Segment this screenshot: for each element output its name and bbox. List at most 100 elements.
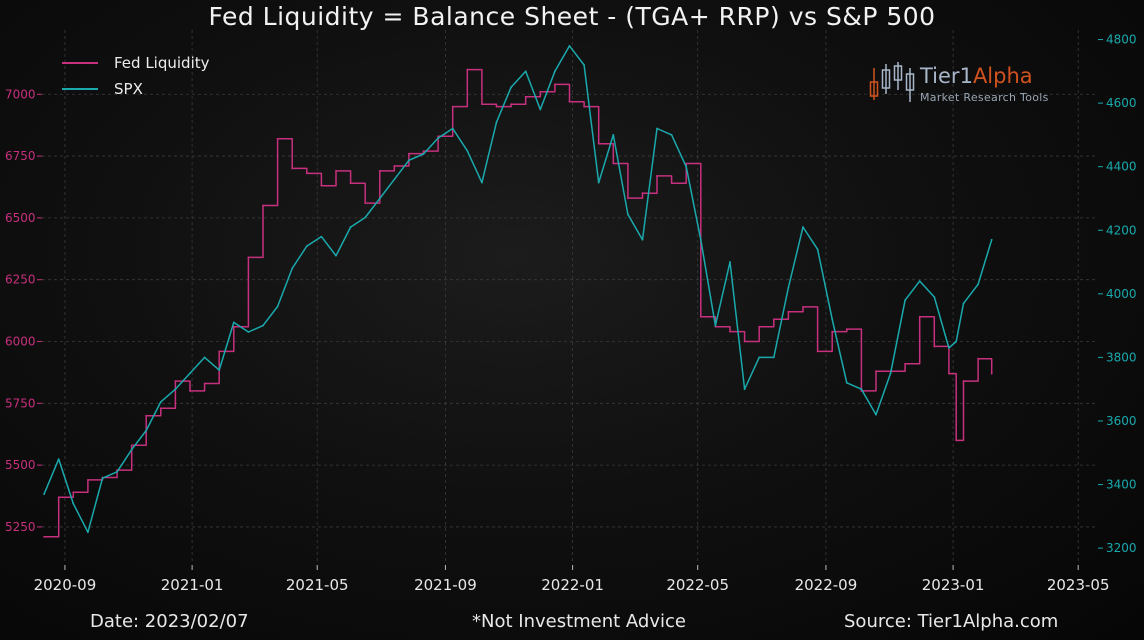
series-point-spx (656, 127, 658, 130)
series-point-fed-liquidity (962, 380, 965, 382)
right-tick-label: 4600 (1106, 96, 1137, 110)
series-point-spx (335, 254, 337, 257)
series-point-fed-liquidity (918, 315, 921, 318)
series-point-fed-liquidity (495, 105, 498, 108)
series-point-fed-liquidity (247, 256, 250, 259)
series-point-fed-liquidity (729, 330, 731, 333)
series-point-spx (758, 356, 761, 359)
series-point-spx (305, 245, 308, 248)
left-tick-label: 7000 (5, 87, 36, 101)
series-point-fed-liquidity (597, 142, 600, 145)
chart-title: Fed Liquidity = Balance Sheet - (TGA+ RR… (208, 2, 936, 31)
series-line-spx (43, 45, 993, 533)
series-point-fed-liquidity (758, 325, 761, 328)
series-point-spx (320, 235, 323, 238)
series-point-spx (174, 388, 177, 391)
series-point-spx (101, 477, 104, 480)
series-lines (43, 44, 993, 538)
series-point-spx (393, 178, 396, 181)
series-point-fed-liquidity (641, 192, 644, 195)
series-point-spx (130, 448, 133, 451)
left-tick-label: 6500 (5, 211, 36, 225)
series-point-fed-liquidity (510, 103, 513, 106)
legend-swatch-spx (62, 88, 98, 90)
series-point-fed-liquidity (670, 182, 673, 185)
left-tick-label: 5250 (5, 520, 36, 534)
series-point-spx (481, 181, 483, 184)
series-line-fed-liquidity (44, 68, 993, 538)
footer-date: Date: 2023/02/07 (90, 611, 249, 632)
series-point-fed-liquidity (408, 152, 410, 155)
left-tick-label: 5750 (5, 396, 36, 410)
series-point-fed-liquidity (612, 162, 615, 165)
series-point-fed-liquidity (977, 357, 980, 360)
left-tick-label: 6250 (5, 273, 36, 287)
legend-label-fed-liquidity: Fed Liquidity (114, 54, 210, 72)
series-point-spx (729, 261, 731, 263)
series-point-spx (524, 70, 527, 73)
series-point-spx (990, 238, 993, 241)
axes: 2020-09 2021-01 2021-05 2021-09 2022-01 2022-… (5, 33, 1137, 594)
series-point-spx (378, 197, 381, 200)
series-point-spx (875, 413, 877, 416)
series-point-spx (539, 108, 542, 111)
right-tick-label: 4200 (1106, 223, 1137, 237)
series-point-spx (641, 238, 644, 241)
series-point-spx (189, 372, 191, 375)
series-point-fed-liquidity (218, 350, 221, 353)
x-tick-label: 2022-01 (541, 576, 604, 594)
series-point-spx (816, 248, 819, 251)
series-point-fed-liquidity (990, 372, 993, 375)
series-point-spx (670, 133, 673, 136)
x-tick-label: 2021-09 (414, 576, 477, 594)
series-point-spx (72, 502, 75, 505)
series-point-spx (845, 381, 848, 384)
series-point-spx (948, 346, 950, 349)
series-point-spx (159, 400, 162, 403)
series-point-fed-liquidity (43, 535, 45, 538)
series-point-spx (43, 493, 45, 495)
series-point-fed-liquidity (568, 100, 571, 103)
series-point-spx (714, 324, 717, 327)
left-tick-label: 5500 (5, 458, 36, 472)
legend-item-spx: SPX (62, 76, 210, 102)
series-point-fed-liquidity (816, 350, 819, 353)
footer-disclaimer: *Not Investment Advice (472, 611, 686, 632)
series-point-spx (977, 283, 980, 286)
series-point-fed-liquidity (955, 439, 958, 442)
series-point-fed-liquidity (451, 105, 454, 108)
series-point-spx (962, 302, 965, 305)
series-point-spx (612, 133, 615, 136)
series-point-fed-liquidity (466, 68, 469, 71)
right-tick-label: 3200 (1106, 541, 1137, 555)
right-tick-label: 4000 (1106, 287, 1137, 301)
series-point-fed-liquidity (320, 184, 323, 187)
series-point-fed-liquidity (626, 197, 629, 200)
series-point-fed-liquidity (699, 315, 702, 318)
series-point-fed-liquidity (481, 103, 483, 106)
series-point-spx (232, 321, 235, 324)
series-point-fed-liquidity (656, 174, 658, 177)
footer-source: Source: Tier1Alpha.com (844, 611, 1059, 632)
series-point-spx (218, 369, 221, 372)
series-point-spx (772, 356, 775, 359)
series-point-fed-liquidity (378, 170, 381, 172)
right-tick-label: 3400 (1106, 478, 1137, 492)
series-point-fed-liquidity (72, 491, 75, 494)
series-point-spx (247, 331, 250, 333)
series-point-fed-liquidity (875, 370, 877, 373)
logo-wordmark: Tier1Alpha (920, 64, 1033, 88)
right-tick-label: 3800 (1106, 350, 1137, 364)
series-point-fed-liquidity (335, 170, 337, 172)
series-point-spx (955, 340, 958, 343)
series-point-fed-liquidity (276, 137, 279, 140)
series-point-spx (918, 280, 921, 283)
series-point-spx (408, 159, 410, 162)
series-point-fed-liquidity (57, 496, 60, 499)
logo-brand-part1: Tier1 (920, 64, 973, 88)
series-point-fed-liquidity (422, 150, 425, 153)
series-point-spx (933, 296, 936, 298)
x-tick-label: 2022-09 (795, 576, 858, 594)
series-point-spx (291, 267, 294, 270)
